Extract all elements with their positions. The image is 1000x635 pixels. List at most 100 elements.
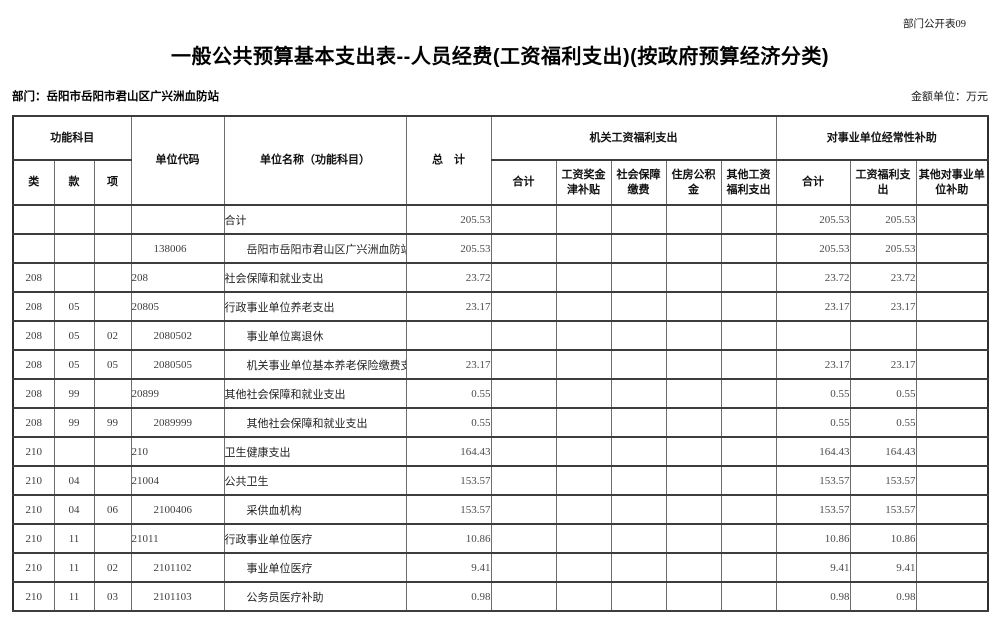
table-row: 210 04 06 2100406 采供血机构 153.57 153.57 15… [12, 494, 989, 525]
cell-org-housing [665, 436, 722, 467]
cell-unit-name: 行政事业单位养老支出 [223, 291, 407, 322]
cell-org-housing [665, 233, 722, 264]
cell-unit-code [130, 204, 225, 235]
cell-org-other [720, 291, 777, 322]
cell-inst-wage: 205.53 [849, 204, 917, 235]
header-grand-total: 总 计 [405, 115, 492, 206]
cell-inst-total: 0.55 [775, 378, 851, 409]
cell-org-other [720, 407, 777, 438]
table-row: 210 210 卫生健康支出 164.43 164.43 164.43 [12, 436, 989, 467]
table-row: 208 05 02 2080502 事业单位离退休 [12, 320, 989, 351]
cell-org-total [490, 436, 557, 467]
cell-inst-other [915, 581, 989, 612]
cell-unit-name: 卫生健康支出 [223, 436, 407, 467]
cell-unit-code: 20899 [130, 378, 225, 409]
cell-org-housing [665, 407, 722, 438]
cell-org-other [720, 262, 777, 293]
cell-org-total [490, 378, 557, 409]
cell-org-social [610, 378, 667, 409]
cell-inst-other [915, 494, 989, 525]
cell-org-bonus [555, 378, 612, 409]
cell-grand-total: 205.53 [405, 233, 492, 264]
cell-grand-total: 164.43 [405, 436, 492, 467]
cell-org-other [720, 378, 777, 409]
cell-inst-total: 10.86 [775, 523, 851, 554]
cell-unit-code: 2100406 [130, 494, 225, 525]
header-org-bonus: 工资奖金津补贴 [555, 159, 612, 206]
cell-inst-total: 153.57 [775, 465, 851, 496]
cell-org-total [490, 320, 557, 351]
cell-org-bonus [555, 523, 612, 554]
cell-inst-total: 153.57 [775, 494, 851, 525]
cell-inst-total: 205.53 [775, 233, 851, 264]
cell-unit-code: 138006 [130, 233, 225, 264]
cell-inst-other [915, 262, 989, 293]
cell-org-other [720, 581, 777, 612]
cell-grand-total: 205.53 [405, 204, 492, 235]
cell-class: 210 [12, 494, 55, 525]
cell-inst-total: 0.98 [775, 581, 851, 612]
cell-class: 210 [12, 465, 55, 496]
cell-inst-wage: 10.86 [849, 523, 917, 554]
cell-org-other [720, 552, 777, 583]
cell-grand-total: 153.57 [405, 494, 492, 525]
cell-inst-total: 23.17 [775, 349, 851, 380]
table-header: 功能科目 单位代码 单位名称（功能科目） 总 计 机关工资福利支出 对事业单位经… [12, 115, 989, 206]
cell-grand-total: 0.98 [405, 581, 492, 612]
cell-org-total [490, 581, 557, 612]
cell-org-housing [665, 581, 722, 612]
cell-inst-other [915, 407, 989, 438]
cell-org-bonus [555, 436, 612, 467]
cell-section: 11 [53, 552, 95, 583]
cell-org-bonus [555, 349, 612, 380]
cell-inst-other [915, 320, 989, 351]
cell-item [93, 523, 132, 554]
cell-unit-name: 采供血机构 [223, 494, 407, 525]
department-label: 部门：岳阳市岳阳市君山区广兴洲血防站 [12, 91, 219, 103]
header-row-groups: 功能科目 单位代码 单位名称（功能科目） 总 计 机关工资福利支出 对事业单位经… [12, 115, 989, 206]
header-inst-group: 对事业单位经常性补助 [775, 115, 989, 161]
cell-org-social [610, 349, 667, 380]
cell-unit-name: 岳阳市岳阳市君山区广兴洲血防站 [223, 233, 407, 264]
cell-org-social [610, 581, 667, 612]
cell-class [12, 233, 55, 264]
cell-section: 05 [53, 320, 95, 351]
cell-item: 02 [93, 320, 132, 351]
cell-item: 06 [93, 494, 132, 525]
cell-item: 03 [93, 581, 132, 612]
cell-unit-name: 公务员医疗补助 [223, 581, 407, 612]
cell-class: 210 [12, 523, 55, 554]
header-unit-code: 单位代码 [130, 115, 225, 206]
cell-org-bonus [555, 494, 612, 525]
cell-unit-code: 208 [130, 262, 225, 293]
cell-grand-total: 0.55 [405, 378, 492, 409]
cell-section: 99 [53, 407, 95, 438]
cell-org-housing [665, 494, 722, 525]
cell-class: 210 [12, 436, 55, 467]
cell-class: 208 [12, 378, 55, 409]
cell-org-housing [665, 204, 722, 235]
cell-inst-wage: 153.57 [849, 494, 917, 525]
doc-label: 部门公开表09 [903, 19, 966, 30]
cell-item [93, 465, 132, 496]
cell-inst-other [915, 465, 989, 496]
cell-org-social [610, 320, 667, 351]
cell-class: 208 [12, 262, 55, 293]
cell-unit-code: 2101102 [130, 552, 225, 583]
cell-org-total [490, 465, 557, 496]
cell-org-bonus [555, 262, 612, 293]
cell-inst-other [915, 436, 989, 467]
cell-org-bonus [555, 581, 612, 612]
cell-unit-code: 2089999 [130, 407, 225, 438]
cell-class: 210 [12, 581, 55, 612]
cell-section [53, 436, 95, 467]
cell-inst-wage: 153.57 [849, 465, 917, 496]
cell-class: 208 [12, 349, 55, 380]
cell-org-other [720, 204, 777, 235]
cell-unit-name: 公共卫生 [223, 465, 407, 496]
cell-inst-wage: 9.41 [849, 552, 917, 583]
cell-org-other [720, 465, 777, 496]
cell-unit-code: 210 [130, 436, 225, 467]
cell-section [53, 233, 95, 264]
cell-section: 05 [53, 291, 95, 322]
